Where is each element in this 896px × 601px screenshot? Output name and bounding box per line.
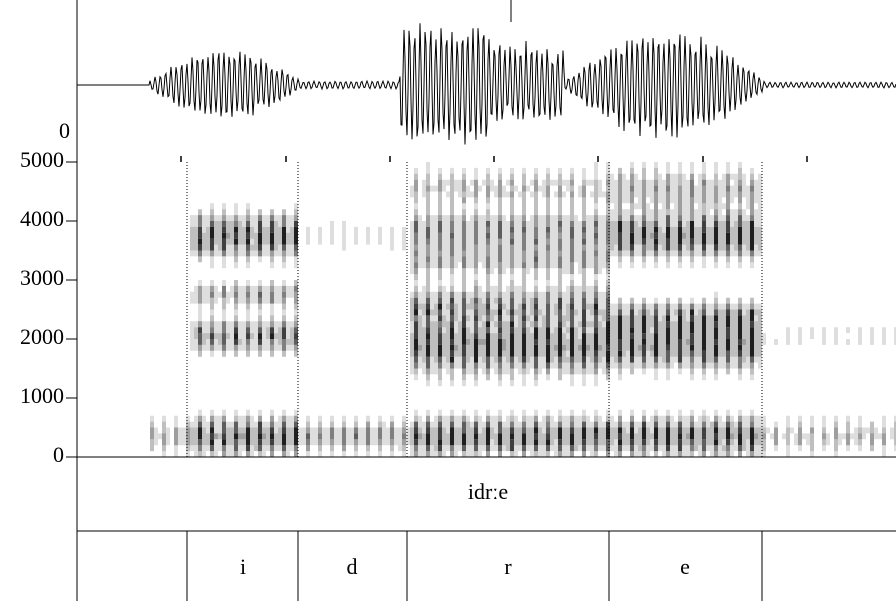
spectrogram-shade [198, 179, 754, 452]
y-tick-label: 0 [53, 442, 64, 467]
dotted-boundaries [186, 162, 763, 457]
spectrogram-shade [150, 173, 886, 458]
y-tick-label: 4000 [20, 206, 64, 231]
y-tick-label: 3000 [20, 265, 64, 290]
segment-label: e [680, 554, 690, 579]
spectrogram-shade [198, 221, 754, 446]
segment-label: r [504, 554, 512, 579]
spectrogram-shade [150, 162, 896, 457]
segment-label: i [240, 554, 246, 579]
waveform-zero-label: 0 [59, 118, 70, 143]
boundaries [76, 0, 896, 601]
time-ticks [180, 156, 808, 162]
y-tick-label: 2000 [20, 324, 64, 349]
word-label: idrːe [468, 479, 508, 504]
spectrogram [150, 162, 896, 458]
spectrogram-shade [150, 167, 896, 457]
y-tick-label: 1000 [20, 383, 64, 408]
waveform [77, 23, 896, 145]
segment-label: d [347, 554, 358, 579]
y-tick-label: 5000 [20, 147, 64, 172]
spectrogram-shade [198, 221, 754, 452]
